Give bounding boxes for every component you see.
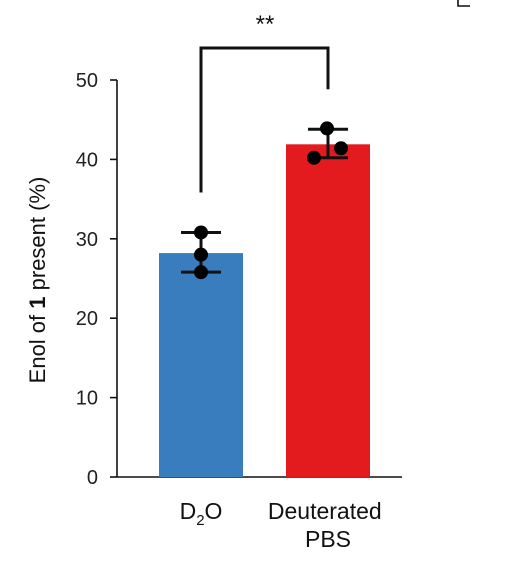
category-label-d2o: D2O — [180, 498, 223, 529]
y-axis-label-prefix: Enol of — [25, 309, 50, 384]
y-axis-label-suffix: present (%) — [25, 177, 50, 297]
data-point — [194, 225, 208, 240]
bar-0 — [159, 253, 243, 477]
data-point — [194, 265, 208, 280]
bars — [159, 144, 370, 477]
y-axis-label-compound: 1 — [25, 296, 50, 308]
data-point — [320, 121, 334, 136]
corner-fragment — [457, 0, 470, 7]
category-label-deuterated-pbs: Deuterated PBS — [268, 498, 388, 552]
category-label-d2o-main: D — [180, 498, 197, 524]
data-point — [334, 141, 348, 156]
data-point — [307, 150, 321, 165]
bar-1 — [286, 144, 370, 477]
y-axis-label: Enol of 1 present (%) — [25, 177, 50, 384]
category-label-deuterated-pbs-line1: Deuterated — [268, 498, 382, 524]
y-tick-label: 50 — [76, 70, 98, 92]
category-label-d2o-sub: 2 — [196, 512, 204, 529]
data-point — [194, 247, 208, 262]
y-tick-label: 30 — [76, 229, 98, 251]
category-label-d2o-tail: O — [205, 498, 223, 524]
y-tick-label: 40 — [76, 149, 98, 171]
significance-label: ** — [256, 11, 275, 38]
data-points — [194, 121, 348, 280]
y-tick-label: 0 — [87, 467, 98, 489]
y-tick-label: 20 — [76, 308, 98, 330]
significance-bracket — [199, 46, 330, 193]
category-label-deuterated-pbs-line2: PBS — [305, 526, 351, 552]
y-tick-label: 10 — [76, 388, 98, 410]
y-ticks: 0 10 20 30 40 50 — [76, 70, 117, 489]
